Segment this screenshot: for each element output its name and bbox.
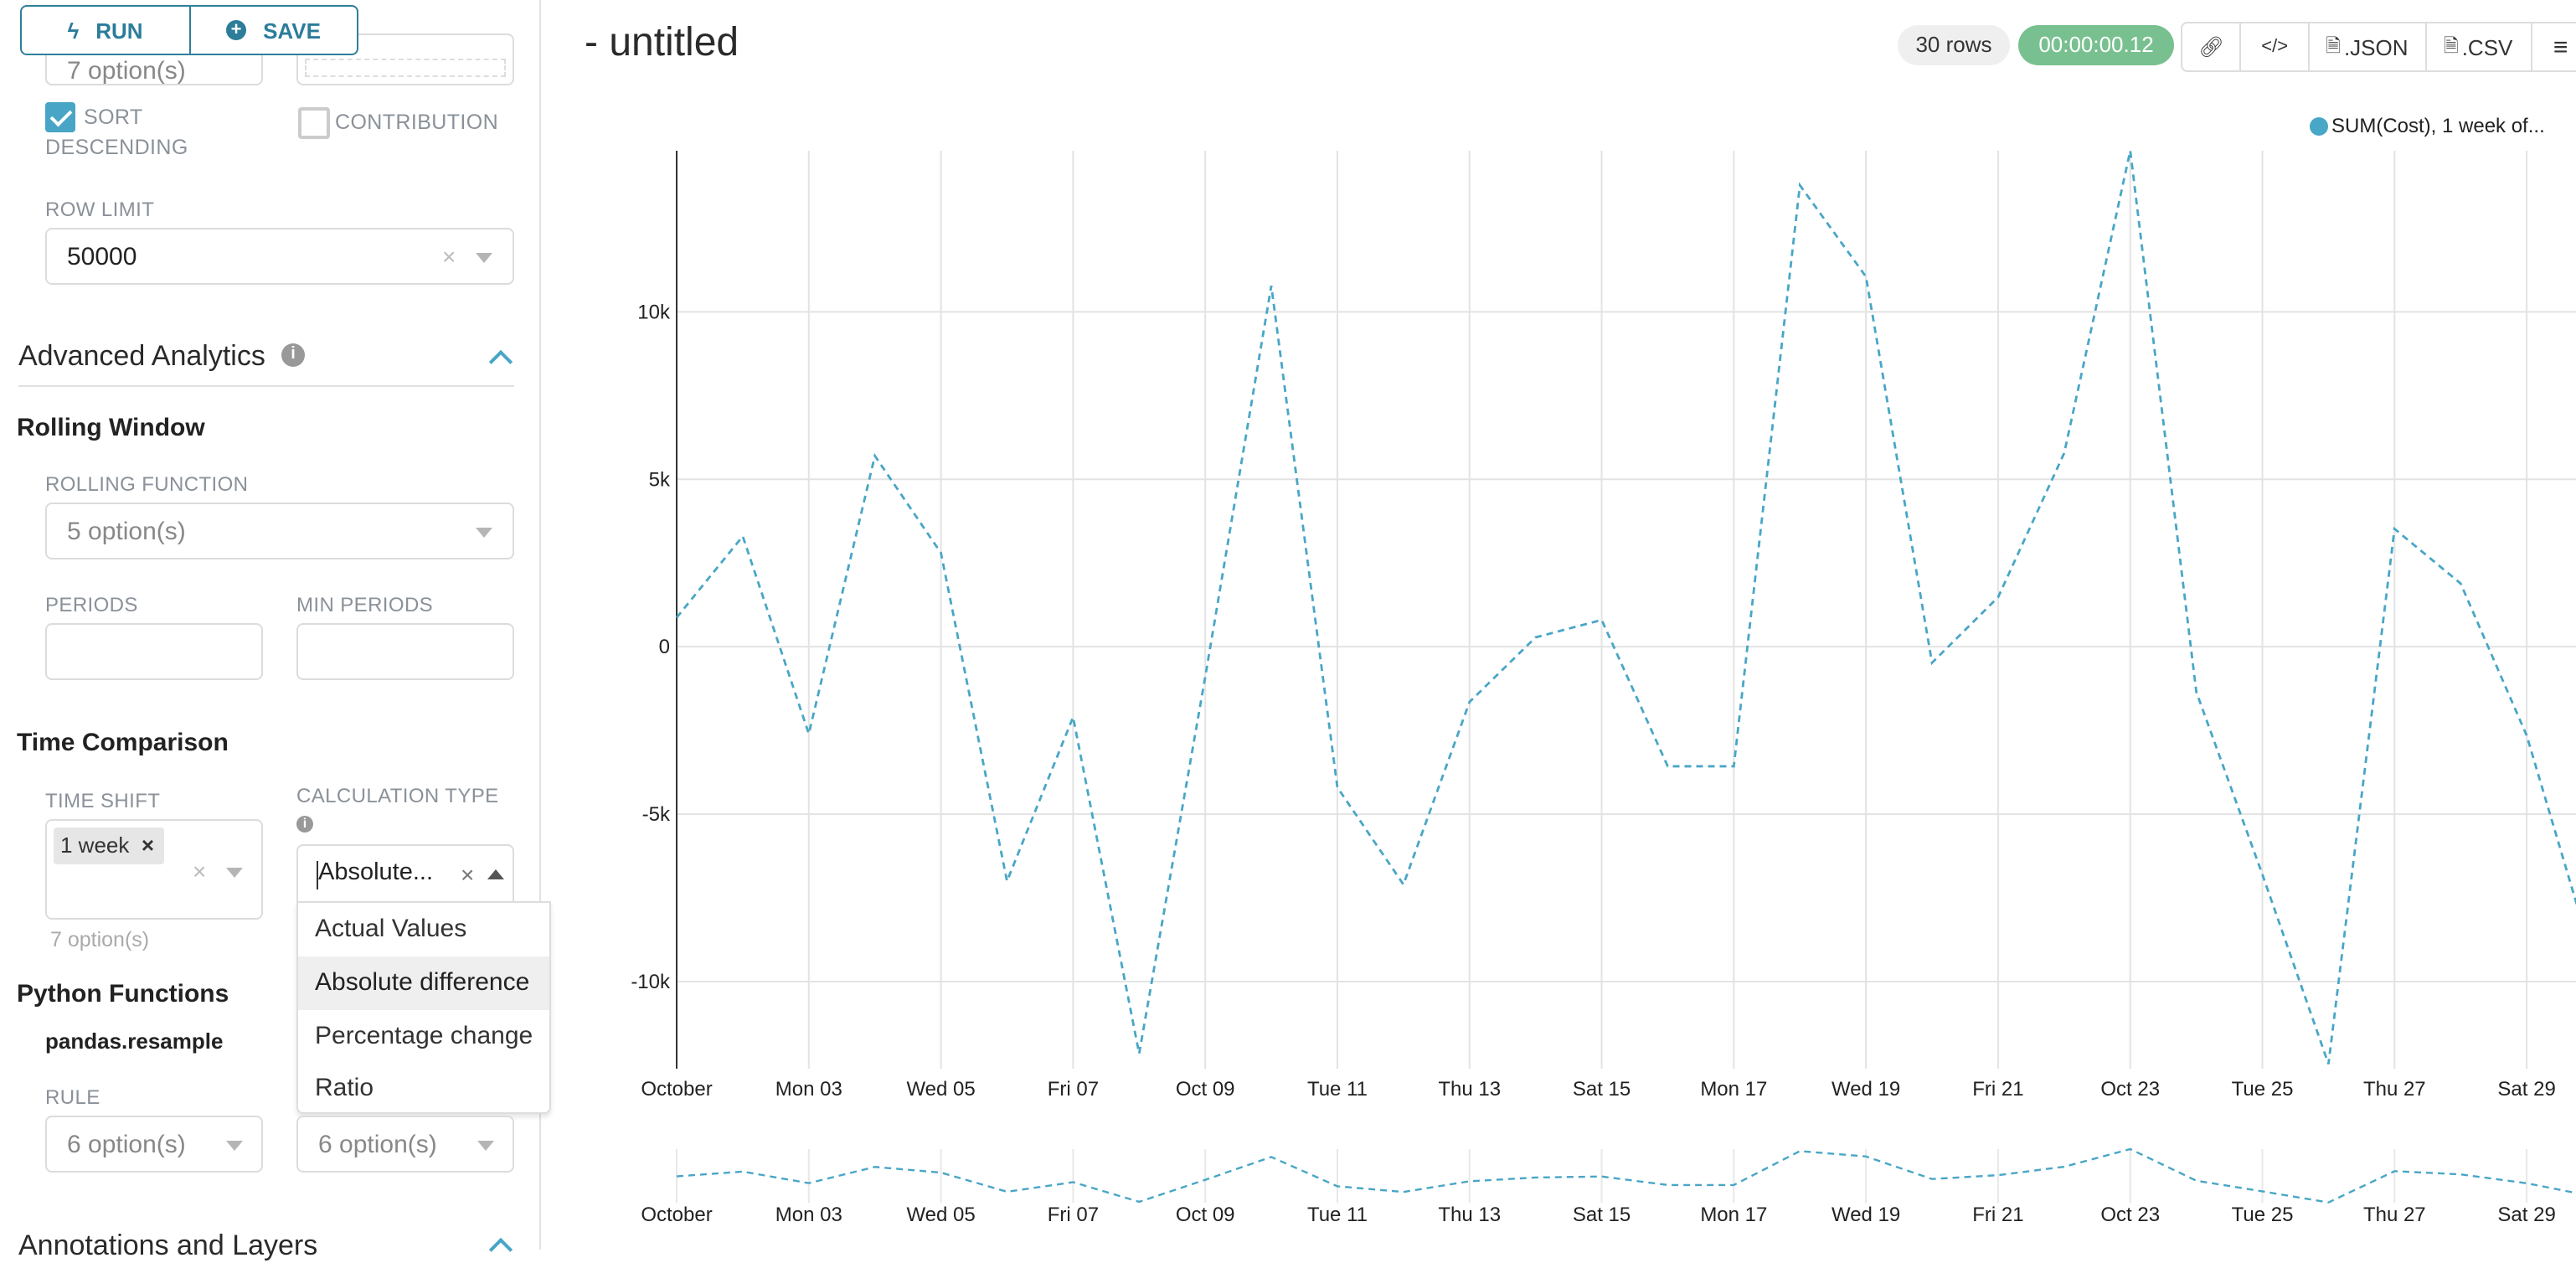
brush-x-tick-label: Fri 07 [1048, 1204, 1099, 1226]
x-tick-label: Wed 19 [1832, 1078, 1900, 1101]
brush-x-tick-label: Thu 13 [1438, 1204, 1501, 1226]
x-tick-label: Sat 29 [2497, 1078, 2555, 1101]
brush-x-tick-label: Sat 15 [1573, 1204, 1631, 1226]
brush-x-tick-label: Mon 03 [775, 1204, 842, 1226]
x-tick-label: Thu 13 [1438, 1078, 1501, 1101]
x-tick-label: Oct 09 [1176, 1078, 1235, 1101]
y-tick-label: 10k [637, 301, 671, 323]
x-tick-label: Thu 27 [2363, 1078, 2426, 1101]
bolt-icon: ϟ [67, 18, 79, 43]
x-tick-label: Wed 05 [906, 1078, 975, 1101]
brush-x-tick-label: Fri 21 [1972, 1204, 2023, 1226]
brush-x-tick-label: Mon 17 [1700, 1204, 1767, 1226]
y-tick-label: 5k [649, 468, 671, 491]
brush-x-tick-label: October [641, 1204, 712, 1226]
run-save-group: ϟ RUN + SAVE [20, 5, 358, 55]
brush-x-tick-label: Oct 23 [2100, 1204, 2160, 1226]
run-label: RUN [95, 18, 142, 43]
save-button[interactable]: + SAVE [188, 7, 357, 54]
run-button[interactable]: ϟ RUN [22, 7, 188, 54]
series-line[interactable] [677, 151, 2576, 1064]
brush-x-tick-label: Tue 11 [1307, 1204, 1368, 1226]
y-tick-label: 0 [659, 636, 670, 658]
brush-x-tick-label: Sat 29 [2497, 1204, 2555, 1226]
x-tick-label: Fri 21 [1972, 1078, 2023, 1101]
x-tick-label: October [641, 1078, 712, 1101]
save-label: SAVE [263, 18, 321, 43]
plus-circle-icon: + [226, 20, 246, 40]
brush-x-tick-label: Tue 25 [2232, 1204, 2294, 1226]
brush-x-tick-label: Wed 05 [906, 1204, 975, 1226]
brush-x-tick-label: Wed 19 [1832, 1204, 1900, 1226]
x-tick-label: Sat 15 [1573, 1078, 1631, 1101]
x-tick-label: Oct 23 [2100, 1078, 2160, 1101]
x-tick-label: Mon 17 [1700, 1078, 1767, 1101]
y-tick-label: -5k [642, 803, 671, 826]
x-tick-label: Tue 25 [2232, 1078, 2294, 1101]
brush-x-tick-label: Thu 27 [2363, 1204, 2426, 1226]
brush-series-line[interactable] [677, 1149, 2576, 1203]
brush-x-tick-label: Oct 09 [1176, 1204, 1235, 1226]
x-tick-label: Mon 03 [775, 1078, 842, 1101]
x-tick-label: Tue 11 [1307, 1078, 1368, 1101]
y-tick-label: -10k [631, 971, 671, 993]
x-tick-label: Fri 07 [1048, 1078, 1099, 1101]
